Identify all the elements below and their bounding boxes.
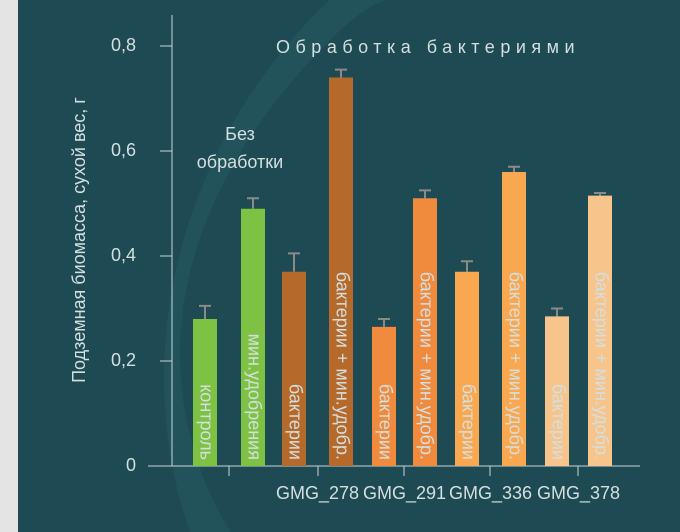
y-tick-label: 0,2 — [111, 350, 136, 370]
y-tick-label: 0,8 — [111, 35, 136, 55]
side-strip — [0, 0, 18, 532]
bar-label: бактерии — [375, 384, 395, 460]
group-label: GMG_336 — [449, 483, 532, 504]
group-label: GMG_291 — [363, 483, 446, 504]
bar-label: контроль — [196, 384, 216, 460]
bar-label: мин.удобрения — [244, 334, 264, 460]
annotation-line: Без — [225, 124, 255, 144]
annotation: Обработка бактериями — [276, 37, 580, 57]
group-label: GMG_378 — [537, 483, 620, 504]
bar-label: бактерии + мин.удобр. — [505, 272, 525, 460]
bar-label: бактерии — [458, 384, 478, 460]
bar-label: бактерии — [548, 384, 568, 460]
annotation-line: обработки — [197, 152, 283, 172]
y-tick-label: 0,4 — [111, 245, 136, 265]
bar-label: бактерии + мин.удобр. — [416, 272, 436, 460]
y-tick-label: 0,6 — [111, 140, 136, 160]
group-label: GMG_278 — [276, 483, 359, 504]
y-axis-label: Подземная биомасса, сухой вес, г — [69, 97, 89, 383]
bar-label: бактерии + мин.удобр. — [332, 272, 352, 460]
bar-label: бактерии + мин.удобр. — [591, 272, 611, 460]
chart: Подземная биомасса, сухой вес, г 0 0,2 0,4… — [0, 0, 680, 532]
y-tick-label: 0 — [126, 455, 136, 475]
bar-label: бактерии — [285, 384, 305, 460]
